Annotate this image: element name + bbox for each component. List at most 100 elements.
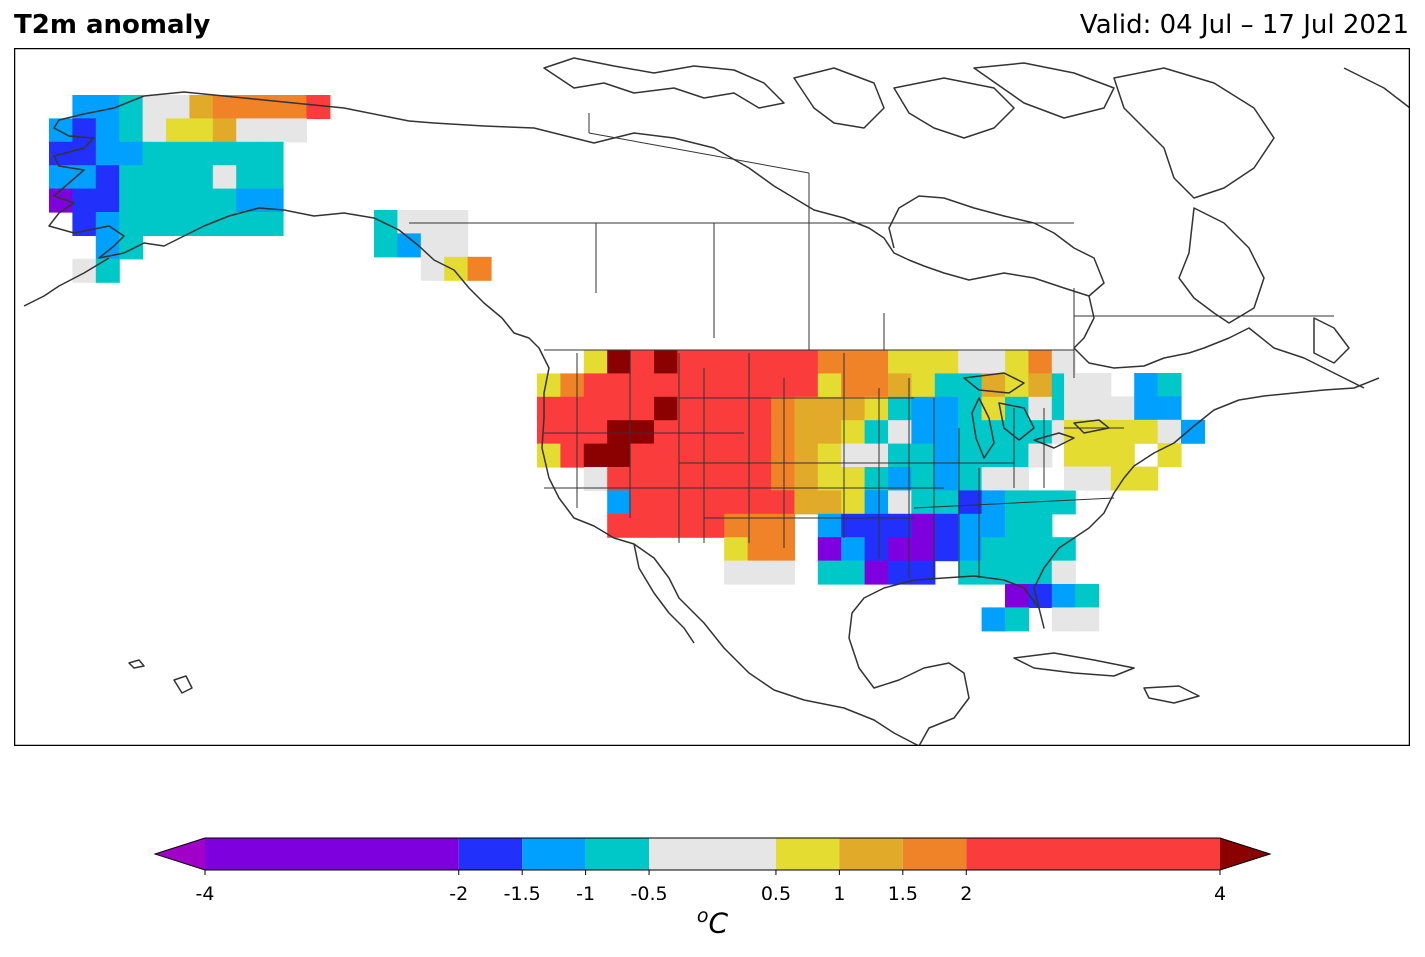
anomaly-cell bbox=[911, 490, 936, 515]
anomaly-cell bbox=[95, 188, 120, 213]
anomaly-cell bbox=[841, 350, 866, 374]
anomaly-cell bbox=[654, 490, 678, 515]
anomaly-cell bbox=[771, 560, 795, 585]
anomaly-cell bbox=[1028, 584, 1053, 608]
anomaly-cell bbox=[841, 490, 866, 515]
coastlines bbox=[23, 57, 1410, 746]
anomaly-cell bbox=[1028, 350, 1053, 374]
anomaly-cell bbox=[607, 350, 632, 374]
anomaly-cell bbox=[1157, 443, 1182, 468]
anomaly-cell bbox=[119, 212, 144, 236]
anomaly-cell bbox=[841, 396, 866, 421]
anomaly-cell bbox=[444, 256, 469, 281]
colorbar-extend-low bbox=[155, 838, 205, 870]
anomaly-cell bbox=[420, 210, 445, 234]
colorbar-tick-label: -0.5 bbox=[631, 883, 668, 900]
anomaly-cell bbox=[1005, 584, 1029, 608]
anomaly-cell bbox=[537, 373, 561, 398]
anomaly-cell bbox=[700, 396, 725, 421]
anomaly-cell bbox=[888, 513, 912, 538]
anomaly-cell bbox=[259, 95, 284, 119]
anomaly-cell bbox=[771, 396, 795, 421]
anomaly-cell bbox=[212, 141, 237, 166]
anomaly-cell bbox=[771, 443, 795, 468]
anomaly-cell bbox=[142, 212, 167, 236]
anomaly-cell bbox=[420, 233, 445, 258]
anomaly-cell bbox=[841, 537, 866, 562]
anomaly-cell bbox=[212, 212, 237, 236]
colorbar-tick-label: -2 bbox=[449, 883, 468, 900]
anomaly-cell bbox=[888, 350, 912, 374]
anomaly-cell bbox=[630, 420, 655, 445]
anomaly-cell bbox=[841, 467, 866, 491]
anomaly-cells bbox=[49, 95, 1205, 632]
anomaly-cell bbox=[1028, 537, 1053, 562]
anomaly-cell bbox=[981, 513, 1006, 538]
anomaly-cell bbox=[95, 212, 120, 236]
anomaly-cell bbox=[1051, 584, 1076, 608]
anomaly-cell bbox=[771, 350, 795, 374]
anomaly-cell bbox=[119, 95, 144, 119]
colorbar-tick-label: 4 bbox=[1214, 883, 1226, 900]
anomaly-cell bbox=[583, 396, 608, 421]
anomaly-cell bbox=[212, 118, 237, 143]
anomaly-cell bbox=[630, 513, 655, 538]
anomaly-cell bbox=[236, 212, 261, 236]
anomaly-cell bbox=[236, 141, 261, 166]
anomaly-cell bbox=[864, 490, 889, 515]
anomaly-cell bbox=[817, 560, 842, 585]
colorbar-segment bbox=[839, 838, 903, 870]
anomaly-cell bbox=[864, 513, 889, 538]
political-borders bbox=[409, 113, 1334, 578]
anomaly-cell bbox=[607, 467, 632, 491]
anomaly-cell bbox=[934, 350, 959, 374]
anomaly-cell bbox=[236, 165, 261, 190]
anomaly-cell bbox=[1051, 560, 1076, 585]
anomaly-cell bbox=[747, 513, 772, 538]
anomaly-cell bbox=[1087, 466, 1112, 491]
colorbar-body bbox=[153, 837, 1272, 871]
anomaly-cell bbox=[166, 95, 190, 119]
anomaly-cell bbox=[72, 141, 97, 166]
anomaly-cell bbox=[771, 513, 795, 538]
anomaly-cell bbox=[189, 165, 214, 190]
anomaly-cell bbox=[747, 373, 772, 398]
anomaly-cell bbox=[677, 490, 702, 515]
anomaly-cell bbox=[72, 188, 97, 213]
anomaly-cell bbox=[981, 350, 1006, 374]
anomaly-cell bbox=[1110, 419, 1135, 444]
anomaly-cell bbox=[958, 560, 983, 585]
anomaly-cell bbox=[420, 256, 445, 281]
anomaly-cell bbox=[934, 373, 959, 398]
anomaly-cell bbox=[166, 141, 190, 166]
anomaly-cell bbox=[142, 141, 167, 166]
anomaly-cell bbox=[630, 373, 655, 398]
anomaly-cell bbox=[677, 443, 702, 468]
anomaly-cell bbox=[794, 373, 819, 398]
anomaly-cell bbox=[1051, 350, 1076, 374]
anomaly-cell bbox=[958, 467, 983, 491]
anomaly-cell bbox=[794, 396, 819, 421]
anomaly-cell bbox=[888, 443, 912, 468]
anomaly-cell bbox=[607, 513, 632, 538]
anomaly-cell bbox=[1005, 396, 1029, 421]
anomaly-cell bbox=[911, 350, 936, 374]
anomaly-cell bbox=[771, 467, 795, 491]
anomaly-cell bbox=[142, 188, 167, 213]
anomaly-cell bbox=[677, 467, 702, 491]
anomaly-cell bbox=[1028, 513, 1053, 538]
degree-superscript: o bbox=[696, 905, 709, 927]
anomaly-cell bbox=[189, 188, 214, 213]
anomaly-cell bbox=[958, 537, 983, 562]
anomaly-cell bbox=[724, 443, 749, 468]
anomaly-cell bbox=[1134, 396, 1159, 421]
anomaly-cell bbox=[119, 165, 144, 190]
anomaly-cell bbox=[747, 443, 772, 468]
anomaly-cell bbox=[1064, 466, 1088, 491]
anomaly-cell bbox=[166, 165, 190, 190]
anomaly-cell bbox=[1005, 350, 1029, 374]
anomaly-cell bbox=[583, 373, 608, 398]
anomaly-cell bbox=[654, 396, 678, 421]
anomaly-cell bbox=[817, 513, 842, 538]
anomaly-cell bbox=[958, 513, 983, 538]
